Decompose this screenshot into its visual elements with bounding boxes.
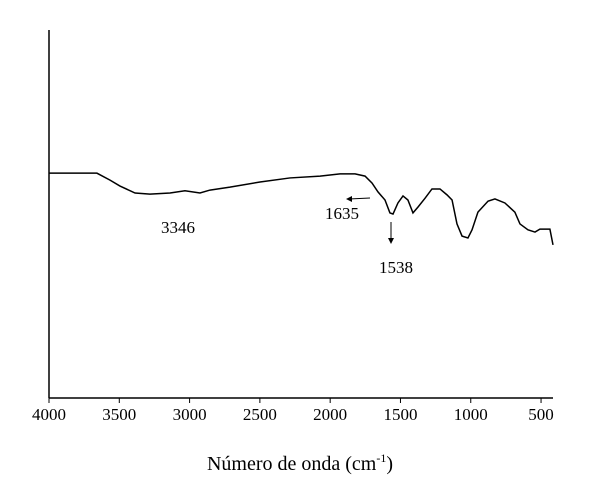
x-label-sup: -1 [376, 451, 386, 465]
x-axis-label: Número de onda (cm-1) [207, 451, 393, 475]
x-tick-label: 2000 [313, 405, 347, 424]
x-tick-label: 1500 [383, 405, 417, 424]
x-label-text: Número de onda (cm [207, 453, 377, 475]
arrow-head [388, 238, 394, 244]
x-tick-label: 3500 [102, 405, 136, 424]
arrow-head [346, 196, 352, 202]
annotation: 1538 [379, 258, 413, 277]
x-tick-label: 2500 [243, 405, 277, 424]
x-tick-label: 1000 [454, 405, 488, 424]
annotation: 3346 [161, 218, 195, 237]
x-tick-label: 4000 [32, 405, 66, 424]
x-tick-label: 3000 [173, 405, 207, 424]
x-tick-label: 500 [528, 405, 554, 424]
annotation: 1635 [325, 204, 359, 223]
x-label-end: ) [386, 453, 393, 475]
spectrum-line [49, 172, 554, 246]
arrow [348, 197, 371, 200]
